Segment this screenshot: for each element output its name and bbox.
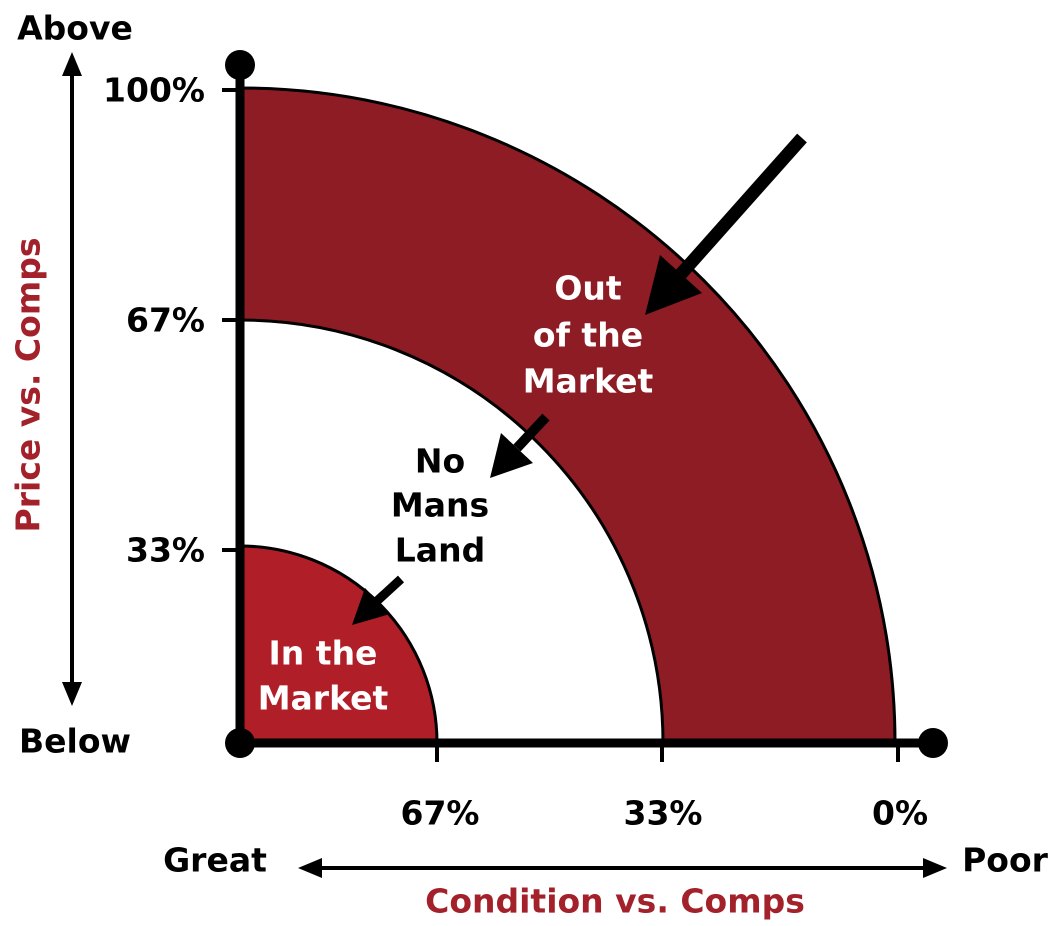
y-top-label: Above	[17, 9, 133, 48]
x-tick-label: 33%	[624, 794, 703, 833]
region-label: Market	[258, 679, 389, 718]
region-label: In the	[269, 634, 378, 673]
y-axis-title: Price vs. Comps	[9, 238, 48, 533]
y-tick-label: 67%	[126, 301, 205, 340]
pointer-arrow	[513, 413, 550, 452]
arrow-head	[352, 588, 390, 625]
x-left-label: Great	[163, 841, 267, 880]
arrow-head	[490, 433, 533, 478]
x-right-label: Poor	[962, 841, 1049, 880]
region-label: No	[415, 442, 465, 481]
y-bottom-label: Below	[19, 722, 131, 761]
arrow-head	[645, 255, 702, 315]
pointer-arrow	[373, 575, 405, 605]
axis-origin	[225, 728, 255, 758]
arrow-head	[923, 858, 947, 878]
region-label: Out	[554, 269, 622, 308]
ticks	[222, 88, 900, 762]
x-tick-label: 67%	[401, 794, 480, 833]
region-label: Mans	[391, 486, 489, 525]
region-label: of the	[533, 316, 643, 355]
y-tick-label: 100%	[103, 71, 205, 110]
region-label: Land	[395, 531, 485, 570]
arrow-head	[62, 682, 82, 706]
x-axis-title: Condition vs. Comps	[425, 882, 805, 921]
arrow-head	[62, 52, 82, 76]
y-tick-label: 33%	[126, 531, 205, 570]
axis-end	[918, 728, 948, 758]
x-tick-label: 0%	[872, 794, 928, 833]
out-of-market-band	[238, 86, 897, 745]
pointer-arrow	[676, 133, 807, 279]
axis-end	[225, 50, 255, 80]
region-label: Market	[523, 362, 654, 401]
arrow-head	[298, 858, 322, 878]
